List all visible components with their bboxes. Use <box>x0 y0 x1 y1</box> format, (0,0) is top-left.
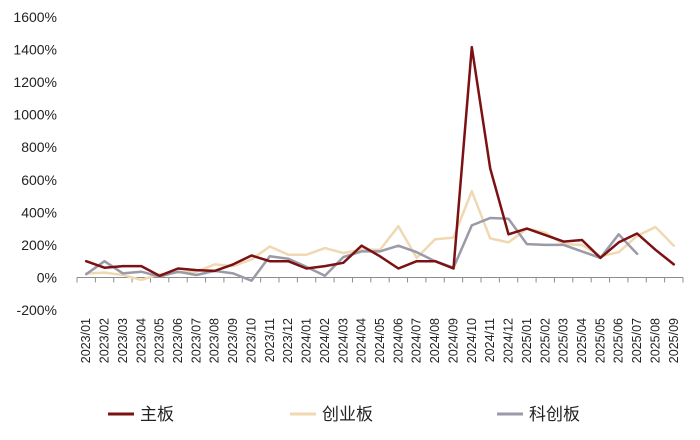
x-tick-label: 2025/01 <box>520 318 534 363</box>
x-tick-label: 2023/12 <box>281 318 295 363</box>
x-tick-label: 2023/01 <box>79 318 93 363</box>
x-tick-label: 2024/06 <box>391 318 405 363</box>
y-tick-label: 600% <box>21 172 57 188</box>
x-tick-label: 2023/04 <box>134 318 148 363</box>
y-tick-label: 0% <box>37 269 57 285</box>
x-tick-label: 2025/07 <box>630 318 644 363</box>
x-tick-label: 2023/08 <box>208 318 222 363</box>
x-tick-label: 2025/02 <box>538 318 552 363</box>
legend-label: 主板 <box>140 405 174 425</box>
x-tick-label: 2023/09 <box>226 318 240 363</box>
x-tick-label: 2024/01 <box>300 318 314 363</box>
x-axis: 2023/01 2023/02 2023/03 2023/04 2023/05 2023/… <box>76 276 684 363</box>
x-tick-label: 2023/07 <box>189 318 203 363</box>
x-tick-label: 2025/05 <box>593 318 607 363</box>
y-axis: 1600% 1400% 1200% 1000% 800% 600% 400% 200% 0% -2… <box>13 9 57 318</box>
x-tick-label: 2024/10 <box>465 318 479 363</box>
y-tick-label: 1400% <box>13 42 57 58</box>
x-tick-label: 2023/10 <box>244 318 258 363</box>
series-line-2 <box>84 216 639 282</box>
x-tick-label: 2024/12 <box>502 318 516 363</box>
x-tick-label: 2025/03 <box>557 318 571 363</box>
x-tick-label: 2025/06 <box>612 318 626 363</box>
legend-label: 创业板 <box>322 405 373 425</box>
y-tick-label: 800% <box>21 139 57 155</box>
x-tick-label: 2025/04 <box>575 318 589 363</box>
legend: 主板 创业板 科创板 <box>108 405 580 425</box>
y-tick-label: 400% <box>21 204 57 220</box>
x-tick-label: 2023/03 <box>116 318 130 363</box>
y-tick-label: 1200% <box>13 74 57 90</box>
x-tick-label: 2023/05 <box>153 318 167 363</box>
x-tick-label: 2024/05 <box>373 318 387 363</box>
x-tick-label: 2024/09 <box>446 318 460 363</box>
y-tick-label: 200% <box>21 237 57 253</box>
x-tick-label: 2023/11 <box>263 318 277 362</box>
y-tick-label: 1000% <box>13 107 57 123</box>
series-line-0 <box>84 45 676 278</box>
y-tick-label: -200% <box>17 302 57 318</box>
legend-label: 科创板 <box>529 405 580 425</box>
x-tick-label: 2024/02 <box>318 318 332 363</box>
x-tick-label: 2025/09 <box>667 318 681 363</box>
x-tick-label: 2023/02 <box>98 318 112 363</box>
x-tick-label: 2024/04 <box>355 318 369 363</box>
series-line-1 <box>84 189 676 282</box>
y-tick-label: 1600% <box>13 9 57 25</box>
series-layer <box>84 45 676 282</box>
x-tick-label: 2024/03 <box>336 318 350 363</box>
x-tick-label: 2024/11 <box>483 318 497 362</box>
x-tick-label: 2023/06 <box>171 318 185 363</box>
x-tick-label: 2025/08 <box>648 318 662 363</box>
x-tick-label: 2024/08 <box>428 318 442 363</box>
x-tick-label: 2024/07 <box>410 318 424 363</box>
